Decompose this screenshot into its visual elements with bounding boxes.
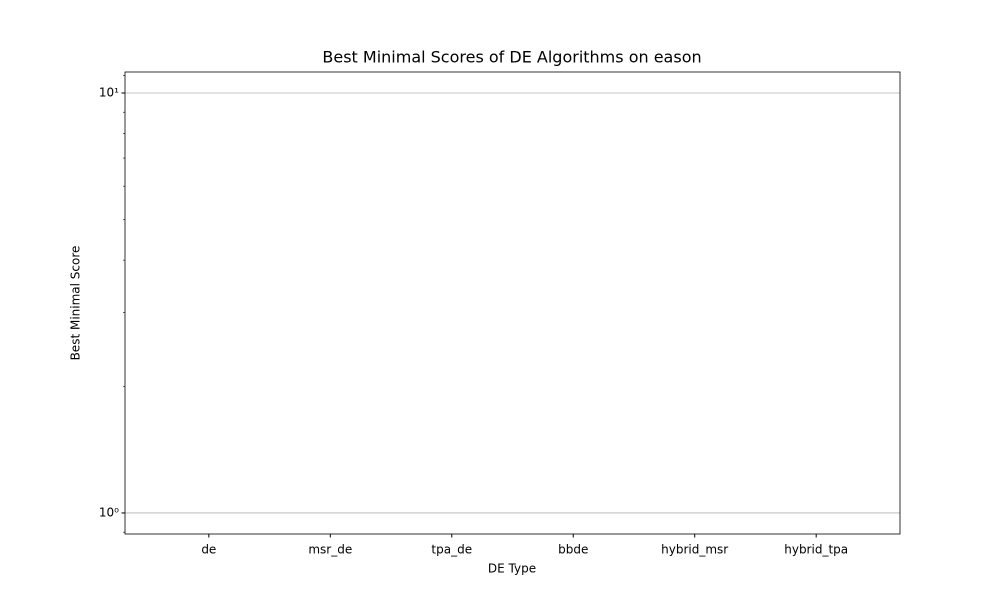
x-tick-label: tpa_de	[431, 543, 472, 557]
x-tick-label: hybrid_msr	[661, 543, 728, 557]
x-tick-label: msr_de	[308, 543, 352, 557]
y-tick-label: 10¹	[99, 85, 119, 99]
x-tick-label: de	[201, 543, 216, 557]
x-axis-label: DE Type	[488, 562, 536, 576]
x-tick-label: hybrid_tpa	[784, 543, 848, 557]
chart-title: Best Minimal Scores of DE Algorithms on …	[322, 48, 701, 67]
y-tick-label: 10⁰	[99, 505, 119, 519]
y-axis-label: Best Minimal Score	[69, 246, 83, 361]
x-tick-label: bbde	[558, 543, 588, 557]
plot-frame	[124, 71, 901, 535]
